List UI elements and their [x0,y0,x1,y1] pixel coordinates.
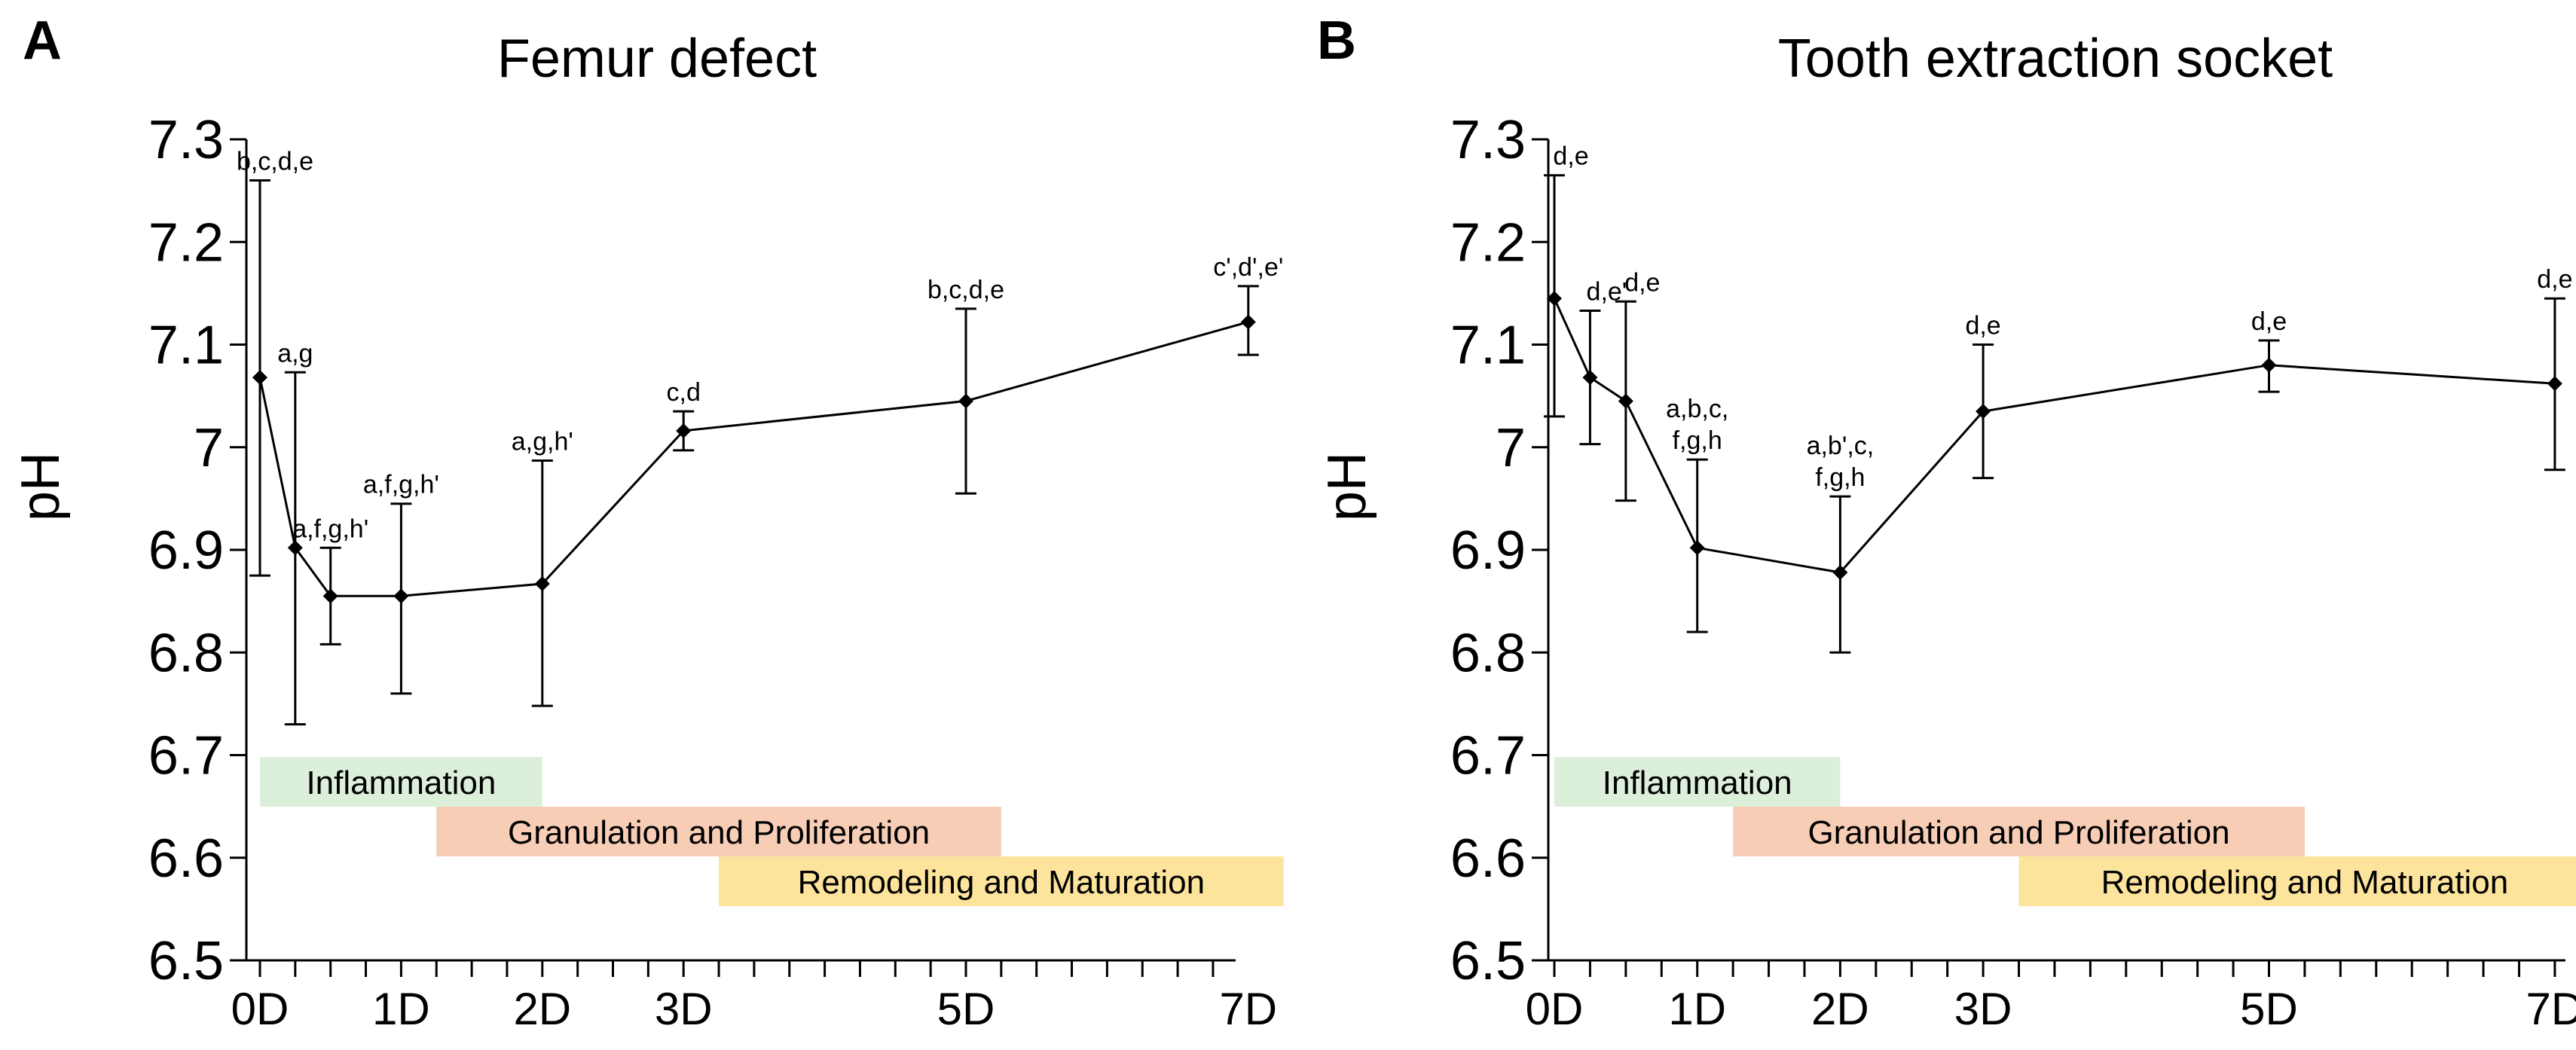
x-tick-label: 5D [937,984,995,1034]
phase-bar [436,807,1001,856]
y-tick-label: 7.2 [148,212,224,273]
data-point [1618,393,1633,409]
data-point [1689,540,1705,556]
data-point [393,588,409,604]
data-point [252,370,267,386]
y-tick-label: 6.7 [1450,726,1526,786]
chart-title: Tooth extraction socket [1778,29,2333,89]
y-axis-label: pH [1317,452,1377,521]
phase-label: Inflammation [1603,765,1792,801]
significance-label: b,c,d,e [237,148,313,176]
x-tick-label: 5D [2240,984,2298,1034]
significance-label: d,e [1624,268,1660,297]
data-point [2261,357,2277,373]
significance-label: d,e [1965,312,2000,340]
data-point [534,575,550,591]
significance-label: a,g,h' [512,427,573,456]
series-line [1553,298,2555,574]
y-tick-label: 6.9 [1450,520,1526,581]
phase-label: Remodeling and Maturation [798,864,1205,901]
phase-bar [1733,807,2305,856]
significance-label: c,d [667,378,701,407]
significance-label: a,b',c, [1807,432,1875,460]
phase-label: Granulation and Proliferation [508,814,930,851]
x-tick-label: 3D [655,984,713,1034]
chart-title: Femur defect [497,29,817,89]
data-point [1547,291,1562,307]
data-point [958,393,973,409]
y-tick-label: 7.1 [148,316,224,376]
significance-label: b,c,d,e [927,276,1004,304]
significance-label: f,g,h [1673,426,1722,455]
panel-letter: A [23,11,62,71]
significance-label: d,e [2537,265,2572,294]
significance-label: d,e [2251,307,2287,336]
data-point [287,540,303,556]
x-tick-label: 3D [1954,984,2012,1034]
x-tick-label: 0D [1526,984,1584,1034]
phase-label: Remodeling and Maturation [2101,864,2509,901]
panel-letter: B [1317,11,1356,71]
phase-bar [260,757,542,807]
y-tick-label: 6.5 [148,931,224,991]
data-point [1240,314,1256,330]
significance-label: a,f,g,h' [363,471,439,499]
x-tick-label: 7D [1219,984,1277,1034]
phase-bar [1554,757,1841,807]
y-tick-label: 7 [1496,418,1526,478]
y-tick-label: 6.5 [1450,931,1526,991]
data-point [1976,404,1991,420]
y-tick-label: 6.9 [148,520,224,581]
x-tick-label: 7D [2526,984,2576,1034]
significance-label: a,g [277,339,313,368]
significance-label: a,b,c, [1666,395,1728,423]
y-tick-label: 7.3 [148,110,224,170]
phase-bar [719,856,1284,906]
x-tick-label: 1D [372,984,430,1034]
y-tick-label: 6.8 [1450,623,1526,683]
y-axis-label: pH [11,452,71,521]
significance-label: c',d',e' [1213,253,1283,282]
phase-label: Granulation and Proliferation [1807,814,2229,851]
y-tick-label: 6.7 [148,726,224,786]
phase-label: Inflammation [306,765,496,801]
y-tick-label: 7.1 [1450,316,1526,376]
data-point [2547,376,2562,392]
y-tick-label: 6.8 [148,623,224,683]
y-tick-label: 6.6 [148,829,224,889]
significance-label: a,f,g,h' [292,514,368,543]
significance-label: f,g,h [1815,463,1865,492]
phase-bar [2018,856,2576,906]
x-tick-label: 1D [1668,984,1726,1034]
y-tick-label: 7.3 [1450,110,1526,170]
x-tick-label: 0D [231,984,289,1034]
series-line [258,321,1249,597]
x-tick-label: 2D [1811,984,1869,1034]
data-point [1582,370,1598,386]
data-point [1832,564,1848,580]
panel-b: B Tooth extraction socket pH 6.5 6.6 6.7 6.8 6.… [1317,11,2576,1034]
x-tick-label: 2D [513,984,571,1034]
data-point [676,423,692,438]
y-tick-label: 6.6 [1450,829,1526,889]
data-point [322,588,338,604]
panel-a: A Femur defect pH 6.5 6.6 6.7 6.8 6.9 7 7.1 7.2 7.3… [11,11,1284,1034]
y-tick-label: 7.2 [1450,212,1526,273]
significance-label: d,e [1553,142,1588,171]
y-tick-label: 7 [194,418,224,478]
